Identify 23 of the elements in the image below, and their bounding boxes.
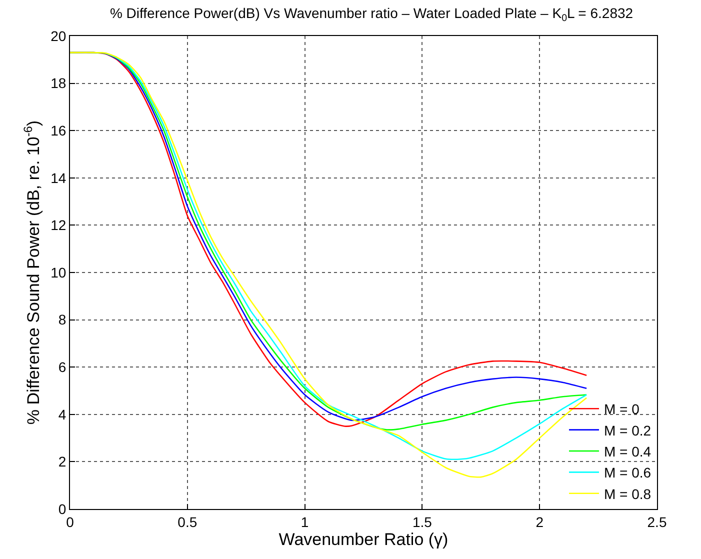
y-tick-label: 18 (50, 75, 66, 92)
x-tick-label: 1 (300, 514, 309, 530)
y-tick-label: 16 (50, 122, 66, 138)
y-tick-label: 0 (58, 500, 66, 517)
chart-title: % Difference Power(dB) Vs Wavenumber ratio – Water Loaded Plate – K$_{0}$L = 6.2832 (110, 5, 634, 24)
legend-label: M = 0.8 (604, 486, 652, 502)
x-tick-label: 2 (536, 514, 544, 530)
legend-label: M = 0.2 (604, 422, 652, 438)
x-tick-label: 0.5 (178, 514, 198, 530)
legend-label: M = 0.6 (604, 464, 652, 481)
legend-label: M = 0 (604, 401, 640, 418)
y-tick-label: 14 (50, 170, 66, 186)
legend-label: M = 0.4 (604, 443, 652, 460)
y-tick-label: 2 (58, 454, 66, 470)
y-tick-label: 4 (58, 406, 66, 422)
y-tick-label: 6 (58, 359, 66, 375)
x-tick-label: 1.5 (412, 514, 432, 530)
x-axis-title: Wavenumber Ratio (γ) (278, 530, 448, 549)
y-tick-label: 10 (50, 264, 66, 280)
y-tick-label: 12 (50, 217, 66, 234)
x-tick-label: 2.5 (647, 514, 667, 530)
y-tick-label: 8 (58, 312, 66, 328)
y-tick-label: 20 (50, 28, 66, 44)
